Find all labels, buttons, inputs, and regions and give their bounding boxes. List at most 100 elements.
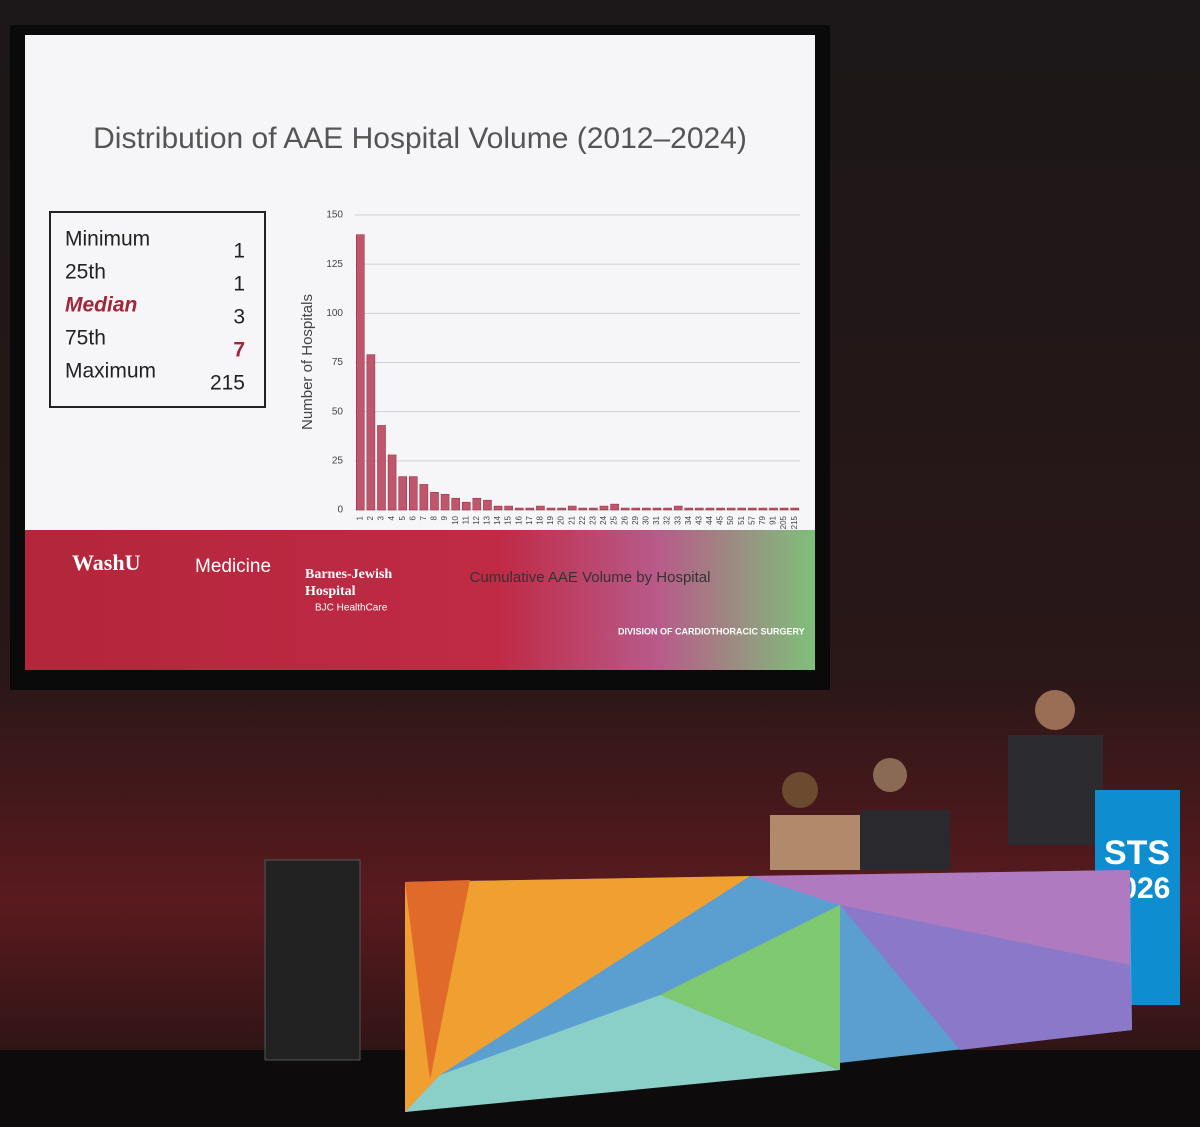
table-panel xyxy=(405,995,840,1112)
x-tick-label: 5 xyxy=(398,515,407,520)
bar xyxy=(652,507,662,511)
bar xyxy=(726,507,736,511)
x-tick-label: 11 xyxy=(461,515,470,524)
x-tick-label: 50 xyxy=(726,515,735,524)
bar xyxy=(673,505,683,511)
x-tick-label: 3 xyxy=(377,515,386,520)
x-tick-label: 2 xyxy=(366,515,375,520)
table-panel xyxy=(660,905,840,1070)
x-tick-label: 34 xyxy=(684,515,693,524)
summary-value: 7 xyxy=(233,339,245,362)
x-tick-label: 18 xyxy=(536,515,545,524)
x-tick-label: 15 xyxy=(504,515,513,524)
bar xyxy=(483,499,492,511)
logo: WashU xyxy=(72,550,141,575)
bar xyxy=(557,507,566,511)
bar xyxy=(779,507,789,511)
x-tick-label: 16 xyxy=(514,515,523,524)
bar xyxy=(610,503,619,511)
bar xyxy=(366,354,376,511)
x-tick-label: 23 xyxy=(589,515,598,524)
x-tick-label: 79 xyxy=(758,515,767,524)
summary-label: 75th xyxy=(65,327,106,350)
summary-box xyxy=(49,211,266,408)
x-tick-label: 7 xyxy=(419,515,428,520)
y-tick-label: 150 xyxy=(326,210,343,221)
y-tick-label: 25 xyxy=(332,455,344,466)
x-axis-label: Cumulative AAE Volume by Hospital xyxy=(470,569,711,586)
bar xyxy=(599,505,609,511)
summary-label: Median xyxy=(65,294,137,317)
x-tick-label: 17 xyxy=(525,515,534,524)
bar xyxy=(451,497,460,511)
bar xyxy=(514,507,524,511)
bar xyxy=(578,507,588,511)
y-axis-label: Number of Hospitals xyxy=(299,294,316,430)
summary-label: Minimum xyxy=(65,228,150,251)
bar xyxy=(430,492,439,511)
x-tick-label: 43 xyxy=(694,515,703,524)
bar xyxy=(620,507,630,511)
x-tick-label: 8 xyxy=(430,515,439,520)
x-tick-label: 9 xyxy=(440,515,449,520)
x-tick-label: 215 xyxy=(790,515,799,529)
bar xyxy=(705,507,715,511)
x-tick-label: 21 xyxy=(567,515,576,524)
table-panel xyxy=(750,870,1130,965)
logo: BJC HealthCare xyxy=(315,603,388,614)
x-tick-label: 57 xyxy=(747,515,756,524)
person-head xyxy=(782,772,818,808)
x-tick-label: 10 xyxy=(451,515,460,524)
chair xyxy=(264,859,361,1061)
speaker xyxy=(1008,735,1103,845)
bar xyxy=(663,507,672,511)
bar xyxy=(387,454,397,511)
x-tick-label: 25 xyxy=(610,515,619,524)
person xyxy=(770,815,870,870)
bar xyxy=(758,507,768,511)
x-tick-label: 1 xyxy=(355,515,364,520)
x-tick-label: 6 xyxy=(408,515,417,520)
summary-value: 1 xyxy=(233,240,245,263)
bar xyxy=(567,505,577,511)
bar xyxy=(631,507,641,511)
x-tick-label: 13 xyxy=(483,515,492,524)
x-tick-label: 22 xyxy=(578,515,587,524)
bar xyxy=(769,507,778,511)
person-head xyxy=(873,758,907,792)
bar xyxy=(377,425,386,511)
bar xyxy=(356,234,365,511)
summary-label: Maximum xyxy=(65,360,156,383)
x-tick-label: 30 xyxy=(641,515,650,524)
bar xyxy=(440,494,450,511)
bar xyxy=(589,507,598,511)
bar xyxy=(642,507,651,511)
x-tick-label: 33 xyxy=(673,515,682,524)
x-tick-label: 12 xyxy=(472,515,481,524)
y-tick-label: 50 xyxy=(332,406,344,417)
summary-label: 25th xyxy=(65,261,106,284)
x-tick-label: 205 xyxy=(779,515,788,529)
bar xyxy=(748,507,757,511)
x-tick-label: 32 xyxy=(663,515,672,524)
x-tick-label: 24 xyxy=(599,515,608,524)
bar xyxy=(504,505,513,511)
division-label: DIVISION OF CARDIOTHORACIC SURGERY xyxy=(618,626,805,636)
bar xyxy=(493,505,503,511)
bar xyxy=(398,476,407,511)
logo: Barnes-Jewish xyxy=(305,567,392,582)
x-tick-label: 45 xyxy=(716,515,725,524)
y-tick-label: 0 xyxy=(337,505,343,516)
x-tick-label: 26 xyxy=(620,515,629,524)
bar xyxy=(419,484,429,511)
x-tick-label: 19 xyxy=(546,515,555,524)
x-tick-label: 29 xyxy=(631,515,640,524)
x-tick-label: 91 xyxy=(769,515,778,524)
bar xyxy=(408,476,418,511)
bar xyxy=(461,501,471,511)
table-panel xyxy=(405,876,750,1112)
bar xyxy=(695,507,704,511)
slide-footer xyxy=(25,530,815,670)
